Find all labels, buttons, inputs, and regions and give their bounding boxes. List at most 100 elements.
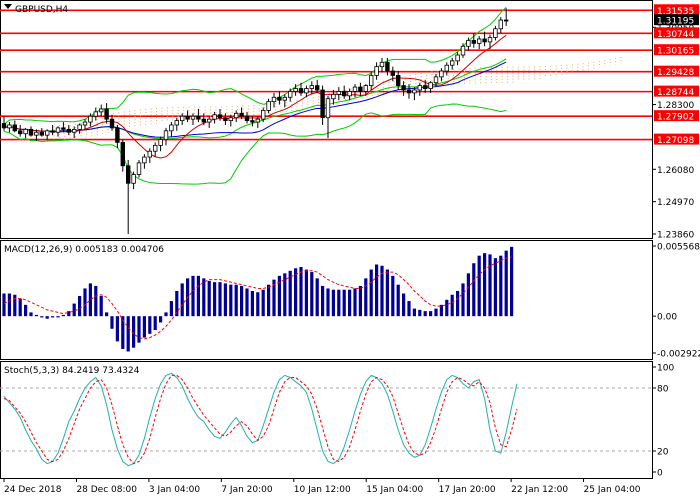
macd-bar (34, 314, 38, 317)
macd-axis-label: -0.002922 (657, 350, 700, 360)
macd-bar (83, 288, 87, 317)
candle-body (493, 28, 498, 38)
macd-bar (18, 298, 22, 317)
candle-body (147, 150, 152, 158)
stoch-signal-line (3, 374, 518, 465)
time-axis-label: 17 Jan 20:00 (439, 485, 496, 495)
candle-body (298, 88, 304, 94)
macd-bar (466, 273, 470, 317)
price-axis-label: 1.23860 (657, 231, 694, 241)
candle-body (422, 85, 428, 89)
macd-panel-frame (0, 240, 653, 360)
macd-bar (250, 290, 254, 317)
macd-bar (429, 311, 433, 317)
tenkan-line (3, 34, 507, 159)
candle-body (255, 118, 260, 123)
macd-bar (407, 301, 411, 317)
macd-bar (294, 268, 298, 317)
macd-bar (56, 316, 60, 318)
macd-bar (342, 289, 346, 317)
candle-body (244, 115, 250, 122)
stoch-axis-label: 80 (657, 385, 669, 395)
candle-body (174, 120, 179, 126)
macd-axis-label: 0.005568 (657, 243, 700, 253)
macd-bar (223, 283, 227, 317)
candle-body (358, 86, 363, 92)
candle-body (417, 85, 422, 91)
candle-body (395, 75, 401, 87)
candle-body (498, 19, 503, 30)
macd-bar (245, 288, 249, 317)
macd-bar (288, 270, 292, 317)
candle-body (260, 110, 266, 120)
macd-bar (105, 312, 109, 317)
candle-body (347, 91, 352, 97)
macd-bar (94, 285, 98, 317)
macd-bar (412, 308, 416, 317)
candle-body (77, 124, 82, 130)
macd-bar (299, 267, 303, 317)
macd-bar (72, 303, 76, 317)
candle-body (271, 96, 277, 103)
macd-label: MACD(12,26,9) 0.005183 0.004706 (4, 245, 164, 255)
stoch-axis-label: 100 (657, 364, 674, 374)
macd-axis-label: 0.00 (657, 313, 677, 323)
macd-bar (153, 316, 157, 331)
candle-body (136, 162, 142, 175)
candle-body (471, 40, 476, 44)
macd-bar (326, 288, 330, 317)
candle-body (449, 60, 455, 66)
candle-body (28, 128, 34, 136)
candle-body (444, 64, 449, 72)
macd-bar (348, 289, 352, 317)
macd-bar (240, 285, 244, 317)
stoch-main-line (3, 372, 518, 467)
macd-bar (369, 269, 373, 317)
macd-bar (472, 263, 476, 317)
candle-body (169, 124, 174, 132)
macd-bar (110, 316, 114, 329)
price-tag-label: 1.27098 (657, 136, 694, 146)
macd-layer (2, 246, 514, 352)
macd-bar (504, 250, 508, 317)
candle-body (433, 76, 439, 84)
candle-body (163, 130, 169, 140)
candle-body (7, 124, 12, 129)
macd-bar (277, 275, 281, 317)
macd-bar (180, 283, 184, 317)
time-axis-label: 10 Jan 12:00 (294, 485, 351, 495)
macd-bar (121, 316, 125, 349)
symbol-label: GBPUSD,H4 (15, 5, 68, 15)
macd-bar (499, 255, 503, 317)
macd-bar (450, 294, 454, 317)
macd-bar (213, 282, 217, 317)
macd-bar (331, 289, 335, 317)
macd-bar (7, 293, 11, 317)
candle-body (23, 128, 28, 135)
price-tag (654, 4, 699, 16)
time-axis-label: 25 Jan 04:00 (584, 485, 641, 495)
candle-body (439, 70, 444, 78)
candle-body (152, 144, 158, 152)
candle-body (304, 88, 309, 94)
macd-bar (234, 284, 238, 317)
macd-bar (175, 290, 179, 317)
price-axis-label: 1.24970 (657, 198, 694, 208)
candle-body (476, 38, 482, 44)
candle-body (374, 66, 379, 76)
indicator-lines (3, 6, 507, 185)
price-tag (654, 133, 699, 145)
macd-bar (51, 316, 55, 318)
candle-body (325, 98, 331, 119)
candle-body (104, 108, 109, 120)
macd-bar (477, 255, 481, 317)
candle-body (385, 61, 390, 72)
candle-body (201, 118, 206, 123)
main-panel-frame (0, 0, 653, 239)
macd-bar (29, 312, 33, 317)
candle-body (39, 131, 44, 136)
candle-body (223, 117, 228, 122)
candle-body (412, 89, 417, 94)
